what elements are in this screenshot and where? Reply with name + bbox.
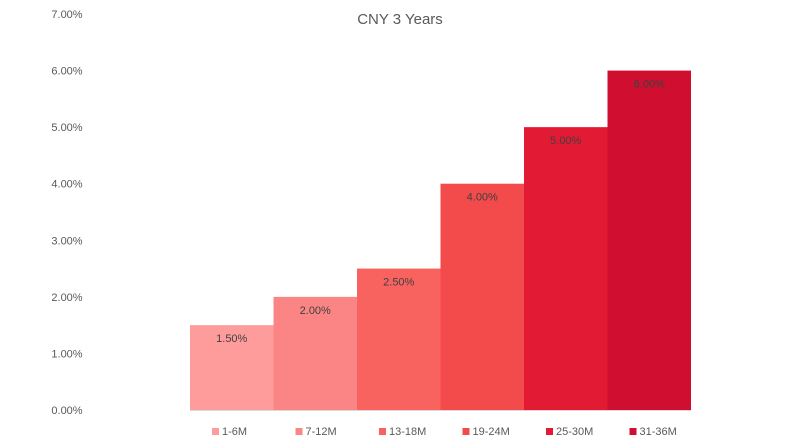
legend-entry: 31-36M (640, 426, 677, 438)
data-label: 2.50% (383, 277, 414, 289)
y-axis: 0.00% 1.00% 2.00% 3.00% 4.00% 5.00% 6.00% 7.00% (51, 9, 82, 417)
legend-swatch (379, 428, 386, 435)
legend-swatch (629, 428, 637, 435)
y-tick-label: 6.00% (51, 66, 82, 78)
data-labels: 1.50% 2.00% 2.50% 4.00% 5.00% 6.00% (216, 79, 665, 346)
legend-entry: 1-6M (222, 426, 247, 438)
bars (190, 70, 691, 411)
data-label: 5.00% (550, 135, 581, 147)
legend-entry: 19-24M (473, 426, 510, 438)
chart-title: CNY 3 Years (357, 11, 443, 28)
y-tick-label: 1.00% (51, 348, 82, 360)
data-label: 2.00% (300, 305, 331, 317)
legend-entry: 13-18M (389, 426, 426, 438)
legend-swatch (212, 428, 219, 435)
legend: 1-6M 7-12M 13-18M 19-24M 25-30M 31-36M (212, 426, 677, 438)
y-tick-label: 5.00% (51, 122, 82, 134)
data-label: 6.00% (634, 79, 665, 91)
legend-swatch (295, 428, 303, 435)
bar-1-6M (190, 325, 274, 410)
bar-31-36M (607, 70, 691, 411)
legend-entry: 7-12M (306, 426, 337, 438)
bar-13-18M (357, 268, 441, 410)
y-tick-label: 4.00% (51, 179, 82, 191)
y-tick-label: 0.00% (51, 405, 82, 417)
y-tick-label: 7.00% (51, 9, 82, 21)
y-tick-label: 2.00% (51, 292, 82, 304)
data-label: 1.50% (216, 333, 247, 345)
bar-19-24M (440, 183, 524, 410)
legend-swatch (462, 428, 470, 435)
data-label: 4.00% (467, 192, 498, 204)
legend-swatch (546, 428, 553, 435)
legend-entry: 25-30M (556, 426, 593, 438)
bar-7-12M (273, 296, 357, 410)
y-tick-label: 3.00% (51, 235, 82, 247)
bar-25-30M (524, 127, 608, 411)
